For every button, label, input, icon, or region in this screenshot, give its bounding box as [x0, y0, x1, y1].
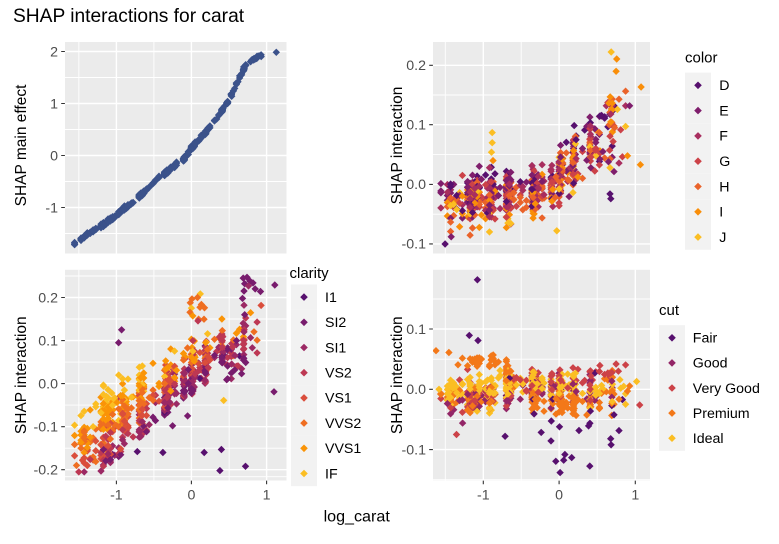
svg-text:0.1: 0.1: [406, 118, 426, 134]
svg-text:-1: -1: [45, 200, 58, 216]
svg-text:0: 0: [187, 488, 195, 504]
svg-text:SHAP interaction: SHAP interaction: [389, 316, 406, 434]
svg-text:0: 0: [555, 488, 563, 504]
svg-text:J: J: [719, 230, 726, 246]
svg-text:-0.2: -0.2: [34, 463, 59, 479]
svg-text:SI1: SI1: [325, 340, 346, 356]
svg-text:0.1: 0.1: [406, 322, 426, 338]
svg-text:-0.1: -0.1: [402, 442, 427, 458]
svg-text:color: color: [685, 50, 718, 67]
svg-text:H: H: [719, 179, 729, 195]
svg-text:VS1: VS1: [325, 391, 352, 407]
svg-text:-0.1: -0.1: [402, 237, 427, 253]
svg-text:0.2: 0.2: [406, 58, 426, 74]
svg-text:G: G: [719, 154, 730, 170]
svg-text:0.0: 0.0: [38, 376, 58, 392]
svg-text:0: 0: [50, 148, 58, 164]
svg-text:2: 2: [50, 44, 58, 60]
svg-text:SHAP interactions for carat: SHAP interactions for carat: [13, 6, 245, 27]
svg-text:0.1: 0.1: [38, 333, 58, 349]
svg-text:Good: Good: [693, 356, 728, 372]
svg-text:0.0: 0.0: [406, 177, 426, 193]
svg-text:SI2: SI2: [325, 315, 346, 331]
svg-text:SHAP interaction: SHAP interaction: [13, 316, 30, 434]
svg-text:I1: I1: [325, 290, 337, 306]
svg-text:E: E: [719, 103, 728, 119]
svg-text:VVS1: VVS1: [325, 441, 361, 457]
svg-text:SHAP interaction: SHAP interaction: [389, 87, 406, 205]
svg-text:F: F: [719, 129, 728, 145]
svg-text:-1: -1: [110, 488, 123, 504]
svg-text:I: I: [719, 205, 723, 221]
svg-text:-0.1: -0.1: [34, 419, 59, 435]
svg-text:log_carat: log_carat: [324, 507, 391, 525]
svg-text:IF: IF: [325, 466, 338, 482]
svg-text:VVS2: VVS2: [325, 416, 361, 432]
svg-text:SHAP main effect: SHAP main effect: [13, 84, 30, 206]
svg-text:cut: cut: [659, 302, 680, 319]
svg-text:1: 1: [631, 488, 639, 504]
svg-text:D: D: [719, 78, 729, 94]
svg-text:Fair: Fair: [693, 331, 718, 347]
svg-text:1: 1: [50, 96, 58, 112]
svg-text:0.2: 0.2: [38, 290, 58, 306]
svg-text:-1: -1: [477, 488, 490, 504]
svg-text:Very Good: Very Good: [693, 381, 760, 397]
svg-text:Premium: Premium: [693, 406, 750, 422]
svg-text:VS2: VS2: [325, 366, 352, 382]
svg-text:1: 1: [263, 488, 271, 504]
svg-text:clarity: clarity: [290, 265, 330, 282]
svg-text:0.0: 0.0: [406, 382, 426, 398]
svg-text:Ideal: Ideal: [693, 431, 724, 447]
